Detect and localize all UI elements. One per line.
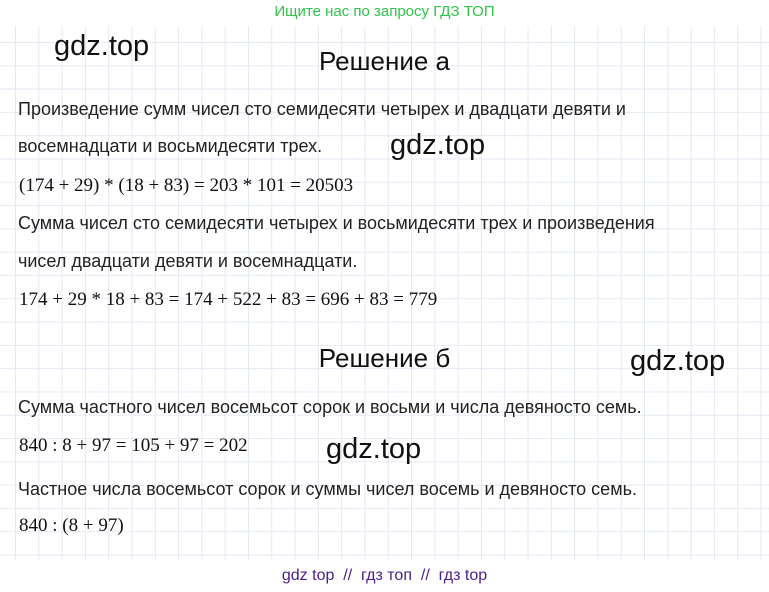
text-line: Частное числа восемьсот сорок и суммы чи… bbox=[18, 479, 637, 499]
footer: gdz top // гдз топ // гдз top bbox=[0, 567, 769, 585]
text-line: Сумма чисел сто семидесяти четырех и вос… bbox=[18, 213, 655, 233]
formula: 174 + 29 * 18 + 83 = 174 + 522 + 83 = 69… bbox=[19, 289, 438, 310]
watermark: gdz.top bbox=[54, 30, 150, 62]
formula: (174 + 29) * (18 + 83) = 203 * 101 = 205… bbox=[19, 175, 354, 196]
formula: 840 : 8 + 97 = 105 + 97 = 202 bbox=[19, 435, 248, 456]
section-b-title: Решение б bbox=[318, 343, 451, 373]
header-banner: Ищите нас по запросу ГДЗ ТОП bbox=[274, 3, 495, 20]
text-line: Сумма частного чисел восемьсот сорок и в… bbox=[18, 397, 642, 417]
formula: 840 : (8 + 97) bbox=[19, 515, 124, 536]
text-line: чисел двадцати девяти и восемнадцати. bbox=[18, 251, 358, 271]
watermark: gdz.top bbox=[326, 433, 422, 465]
watermark: gdz.top bbox=[390, 129, 486, 161]
grid-background bbox=[0, 26, 769, 560]
watermark: gdz.top bbox=[630, 345, 726, 377]
section-a-title: Решение а bbox=[318, 46, 450, 76]
text-line: восемнадцати и восьмидесяти трех. bbox=[18, 136, 323, 156]
footer-text: gdz top // гдз топ // гдз top bbox=[281, 567, 488, 584]
text-line: Произведение сумм чисел сто семидесяти ч… bbox=[18, 99, 626, 119]
